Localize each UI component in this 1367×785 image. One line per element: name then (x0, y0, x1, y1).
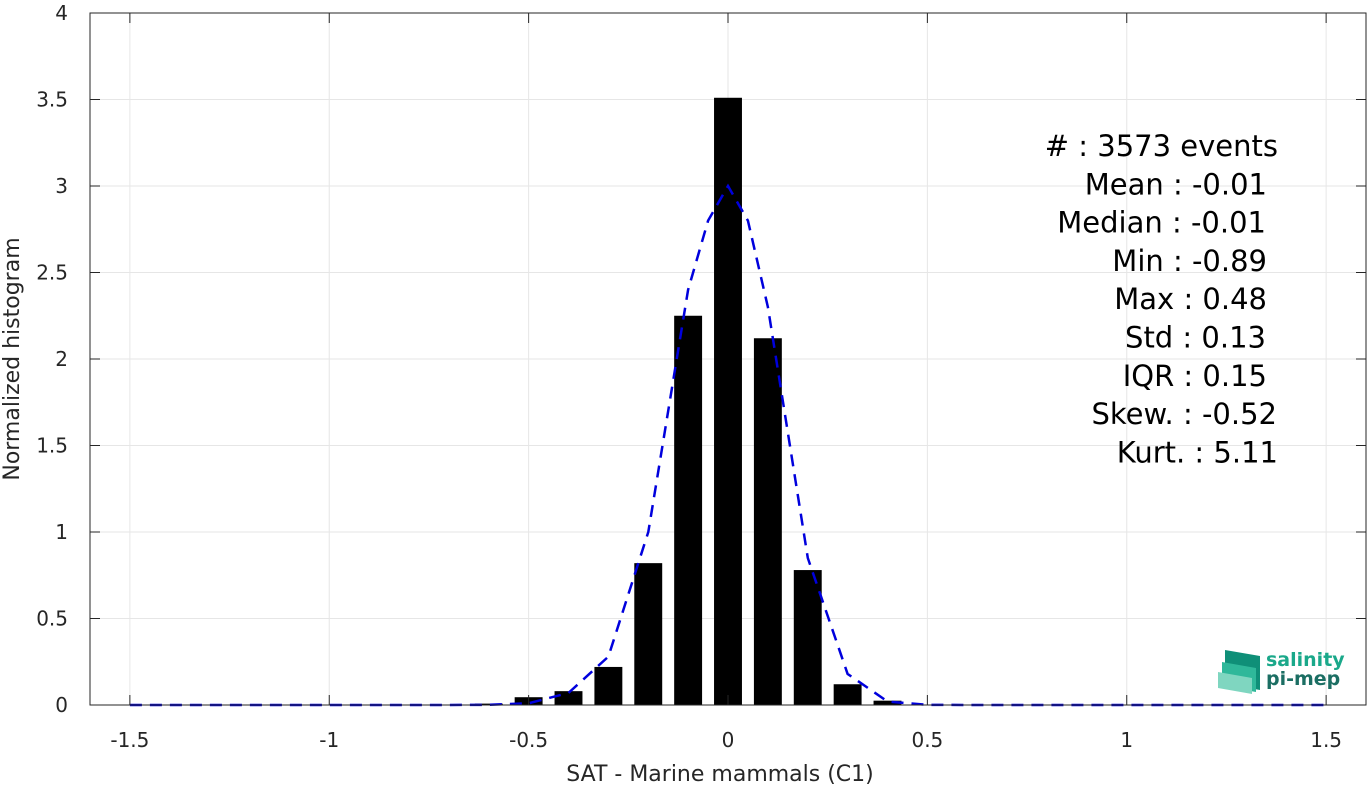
x-tick-label: 1 (1120, 728, 1133, 752)
y-tick-label: 3 (55, 174, 68, 198)
histogram-bar (594, 666, 623, 705)
logo-icon (1218, 650, 1260, 694)
x-axis-label: SAT - Marine mammals (C1) (566, 762, 874, 785)
y-tick-label: 1 (55, 520, 68, 544)
y-tick-label: 2 (55, 347, 68, 371)
stat-line: Std : 0.13 (1125, 321, 1266, 355)
histogram-bar (753, 338, 782, 705)
y-axis-label: Normalized histogram (0, 237, 25, 480)
histogram-bar (793, 570, 822, 705)
x-tick-label: -1.5 (110, 728, 149, 752)
x-tick-label: 1.5 (1310, 728, 1342, 752)
histogram-bar (833, 684, 862, 705)
y-tick-label: 0 (55, 693, 68, 717)
stat-line: Max : 0.48 (1114, 282, 1267, 316)
histogram-bar (554, 691, 583, 705)
histogram-bar (873, 700, 902, 705)
histogram-bar (634, 563, 663, 705)
x-tick-label: 0 (722, 728, 735, 752)
stat-line: Mean : -0.01 (1085, 167, 1267, 201)
salinity-pi-mep-logo: salinity pi-mep (1218, 649, 1345, 694)
histogram-bar (674, 315, 703, 705)
bars-group (474, 97, 902, 705)
y-tick-label: 0.5 (36, 607, 68, 631)
histogram-bar (714, 97, 742, 705)
y-tick-label: 1.5 (36, 434, 68, 458)
y-tick-label: 4 (55, 1, 68, 25)
stat-line: Skew. : -0.52 (1091, 397, 1277, 431)
stat-line: IQR : 0.15 (1123, 359, 1267, 393)
y-tick-label: 2.5 (36, 261, 68, 285)
logo-text-pi-mep: pi-mep (1266, 668, 1340, 690)
logo-text-salinity: salinity (1266, 649, 1345, 671)
stat-line: Kurt. : 5.11 (1117, 435, 1278, 469)
x-tick-label: -1 (319, 728, 339, 752)
ticks (90, 12, 1366, 706)
x-tick-label: 0.5 (911, 728, 943, 752)
stat-line: # : 3573 events (1045, 129, 1278, 163)
stat-line: Min : -0.89 (1112, 244, 1267, 278)
y-tick-label: 3.5 (36, 88, 68, 112)
y-tick-labels: 0 0.5 1 1.5 2 2.5 3 3.5 4 (36, 1, 68, 717)
x-tick-labels: -1.5 -1 -0.5 0 0.5 1 1.5 (110, 728, 1342, 752)
stat-line: Median : -0.01 (1057, 206, 1266, 240)
histogram-bar (474, 703, 503, 705)
x-tick-label: -0.5 (509, 728, 548, 752)
statistics-box: # : 3573 events Mean : -0.01 Median : -0.0… (1045, 129, 1278, 469)
